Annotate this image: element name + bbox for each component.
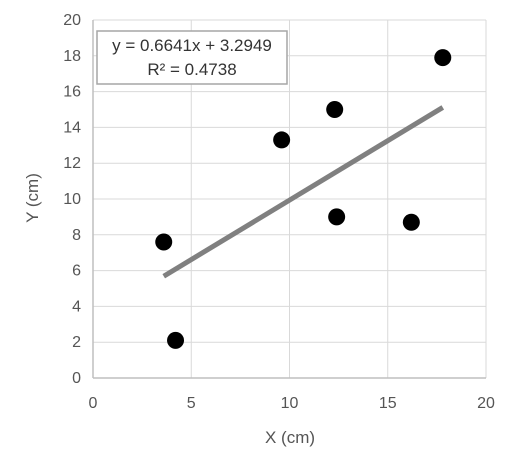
x-tick-label: 5 <box>187 395 196 412</box>
x-tick-label: 10 <box>281 395 299 412</box>
data-point <box>328 208 346 226</box>
data-points <box>155 49 452 349</box>
r-squared-label: R² = 0.4738 <box>147 60 236 79</box>
y-tick-label: 2 <box>72 334 81 351</box>
y-tick-label: 0 <box>72 370 81 387</box>
axes <box>92 20 486 379</box>
y-tick-label: 14 <box>63 119 81 136</box>
data-point <box>167 331 185 349</box>
y-tick-label: 6 <box>72 263 81 280</box>
data-point <box>326 101 344 118</box>
x-tick-label: 20 <box>477 395 495 412</box>
x-axis-title: X (cm) <box>265 428 315 447</box>
data-point <box>402 213 420 231</box>
data-point <box>273 131 291 149</box>
trendline-equation-box: y = 0.6641x + 3.2949 R² = 0.4738 <box>96 30 288 85</box>
x-tick-label: 0 <box>89 395 98 412</box>
y-tick-label: 10 <box>63 191 81 208</box>
x-tick-label: 15 <box>379 395 397 412</box>
tick-labels: 0 2 4 6 8 10 12 14 16 18 20 0 5 10 15 20 <box>63 12 495 412</box>
y-tick-label: 20 <box>63 12 81 29</box>
y-tick-label: 16 <box>63 84 81 101</box>
data-point <box>155 233 173 251</box>
trendline-equation: y = 0.6641x + 3.2949 <box>112 36 272 55</box>
data-point <box>434 49 452 67</box>
y-tick-label: 18 <box>63 48 81 65</box>
y-axis-title: Y (cm) <box>23 173 42 223</box>
y-tick-label: 4 <box>72 298 81 315</box>
y-tick-label: 8 <box>72 227 81 244</box>
trendline <box>162 105 445 279</box>
y-tick-label: 12 <box>63 155 81 172</box>
